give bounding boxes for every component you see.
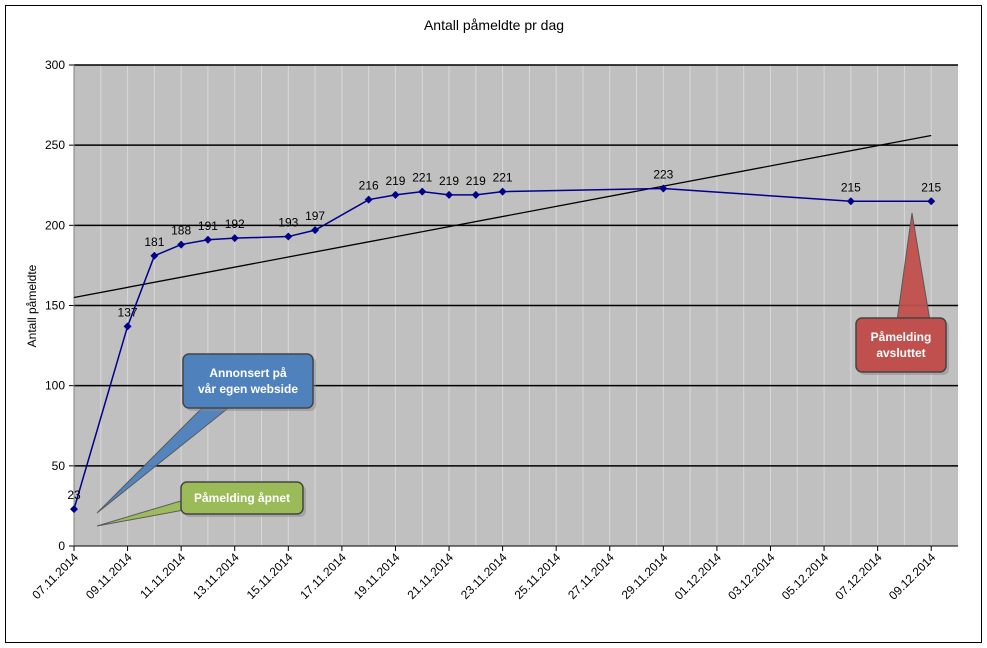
chart-title: Antall påmeldte pr dag: [424, 17, 564, 33]
data-label: 215: [841, 180, 861, 194]
x-tick-label: 17.11.2014: [297, 550, 349, 602]
data-point: [418, 187, 427, 196]
data-label: 181: [144, 235, 164, 249]
x-tick-label: 07.12.2014: [832, 550, 885, 603]
callout-pamelding-avsluttet-box: [855, 317, 947, 373]
trendline: [73, 134, 932, 299]
x-tick-label: 29.11.2014: [619, 550, 671, 602]
data-label: 219: [385, 174, 405, 188]
y-tick-label: 100: [45, 379, 65, 393]
callout-pamelding-apnet-box: [180, 481, 304, 515]
data-point: [203, 235, 212, 244]
data-point: [391, 190, 400, 199]
y-tick-label: 0: [58, 539, 65, 553]
callout-annonsert-text: Annonsert på: [209, 366, 287, 380]
data-point: [927, 197, 936, 206]
x-tick-label: 03.12.2014: [725, 550, 778, 603]
callout-pamelding-apnet-text: Påmelding åpnet: [194, 491, 290, 505]
data-label: 191: [198, 219, 218, 233]
callout-pamelding-avsluttet: Påmelding avsluttet: [855, 212, 949, 375]
data-label: 188: [171, 224, 191, 238]
data-label: 219: [439, 174, 459, 188]
data-label: 221: [412, 171, 432, 185]
data-point: [150, 251, 159, 260]
data-label: 215: [921, 180, 941, 194]
data-point: [230, 234, 239, 243]
x-tick-label: 01.12.2014: [672, 550, 725, 603]
x-tick-label: 09.12.2014: [886, 550, 939, 603]
data-label: 197: [305, 209, 325, 223]
data-point: [659, 184, 668, 193]
y-tick-label: 250: [45, 138, 65, 152]
y-tick-label: 50: [52, 459, 66, 473]
callout-annonsert-box: [182, 353, 314, 409]
y-axis-label: Antall påmeldte: [25, 264, 39, 347]
data-label: 23: [67, 488, 81, 502]
data-label: 192: [225, 217, 245, 231]
x-tick-label: 23.11.2014: [458, 550, 510, 602]
data-label: 221: [493, 171, 513, 185]
data-point: [846, 197, 855, 206]
data-point: [471, 190, 480, 199]
data-label: 137: [118, 305, 138, 319]
x-tick-label: 21.11.2014: [404, 550, 456, 602]
x-tick-label: 09.11.2014: [83, 550, 135, 602]
data-label: 216: [359, 179, 379, 193]
x-tick-label: 11.11.2014: [137, 550, 188, 601]
y-tick-label: 300: [45, 58, 65, 72]
callout-pamelding-avsluttet-text: Påmelding: [871, 330, 932, 344]
data-point: [445, 190, 454, 199]
data-label: 223: [653, 167, 673, 181]
data-point: [311, 226, 320, 235]
x-tick-label: 05.12.2014: [779, 550, 832, 603]
data-point: [70, 505, 78, 514]
data-point: [123, 322, 132, 331]
x-tick-label: 13.11.2014: [190, 550, 242, 602]
callout-pamelding-avsluttet-text: avsluttet: [876, 346, 925, 360]
x-tick-label: 07.11.2014: [29, 550, 81, 602]
data-label: 193: [278, 216, 298, 230]
y-tick-label: 150: [45, 299, 65, 313]
y-tick-label: 200: [45, 218, 65, 232]
data-point: [284, 232, 293, 241]
callout-pamelding-apnet: Påmelding åpnet: [96, 481, 306, 527]
x-tick-label: 15.11.2014: [244, 550, 296, 602]
data-label: 219: [466, 174, 486, 188]
x-tick-label: 25.11.2014: [512, 550, 564, 602]
x-tick-label: 27.11.2014: [565, 550, 617, 602]
data-point: [498, 187, 507, 196]
callout-annonsert: Annonsert på vår egen webside: [96, 353, 316, 514]
data-point: [177, 240, 186, 249]
callout-annonsert-text: vår egen webside: [198, 382, 298, 396]
x-tick-label: 19.11.2014: [351, 550, 403, 602]
data-point: [364, 195, 373, 204]
